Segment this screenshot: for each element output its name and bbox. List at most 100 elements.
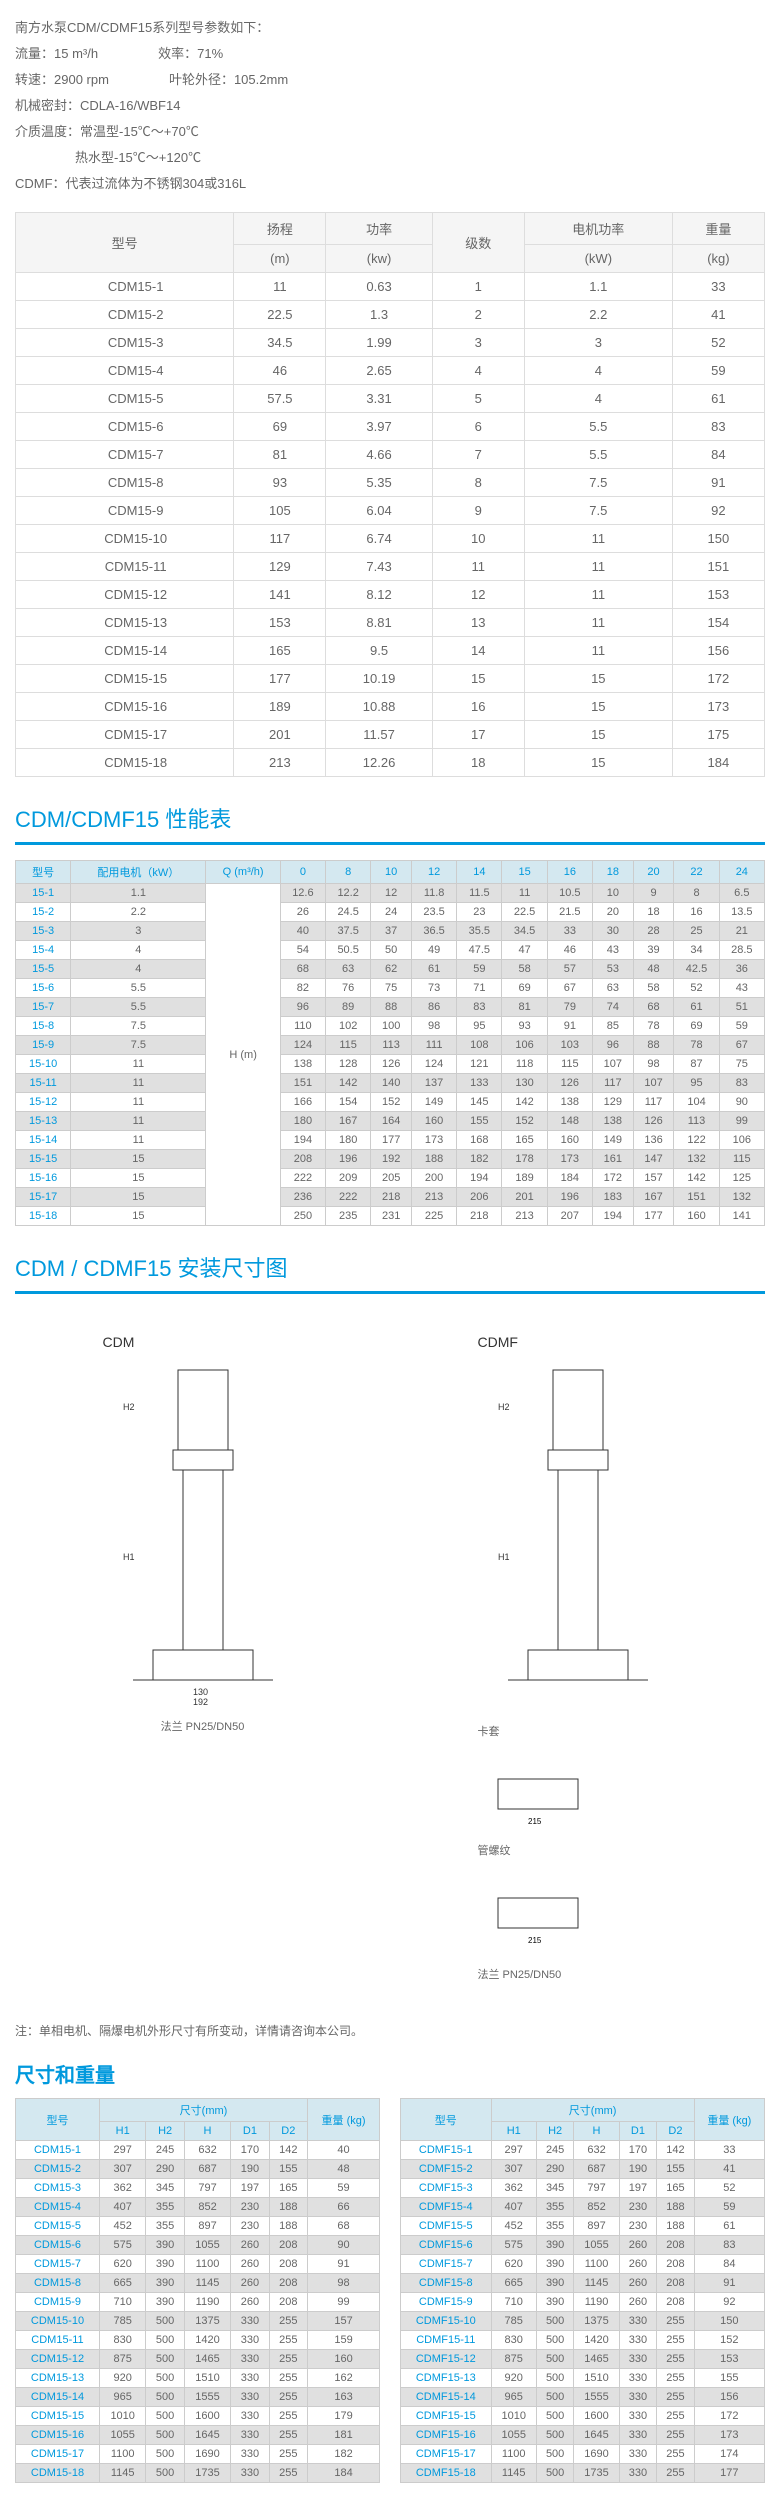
table-row: CDM15-1811455001735330255184 (16, 2464, 380, 2483)
spec-temp-hot: 热水型-15℃～+120℃ (15, 145, 765, 171)
table-row: 15-1615222209205200194189184172157142125 (16, 1169, 765, 1188)
cdm-diagram: CDM H1 H2 130 192 法兰 PN25/DN50 (103, 1334, 303, 1734)
table-row: CDM15-131538.811311154 (16, 609, 765, 637)
table-row: CDMF15-149655001555330255156 (401, 2388, 765, 2407)
table-row: CDM15-7814.6675.584 (16, 441, 765, 469)
table-row: CDM15-91056.0497.592 (16, 497, 765, 525)
table-row: CDM15-1720111.571715175 (16, 721, 765, 749)
svg-text:H1: H1 (498, 1552, 510, 1562)
table-row: 15-11111511421401371331301261171079583 (16, 1074, 765, 1093)
table-row: 15-65.58276757371696763585243 (16, 979, 765, 998)
table-row: CDM15-557.53.315461 (16, 385, 765, 413)
table-row: CDM15-440735585223018866 (16, 2198, 380, 2217)
table-row: CDM15-121418.121211153 (16, 581, 765, 609)
dims-tables: 型号尺寸(mm)重量 (kg) H1H2HD1D2 CDM15-12972456… (15, 2098, 765, 2503)
table-row: CDMF15-9710390119026020892 (401, 2293, 765, 2312)
table-row: CDM15-118305001420330255159 (16, 2331, 380, 2350)
table-row: CDM15-8935.3587.591 (16, 469, 765, 497)
table-row: CDM15-1510105001600330255179 (16, 2407, 380, 2426)
svg-text:H1: H1 (123, 1552, 135, 1562)
diagram-section: CDM H1 H2 130 192 法兰 PN25/DN50 CDMF H1 H… (15, 1314, 765, 2002)
spec-temp: 介质温度：常温型-15℃～+70℃ (15, 119, 765, 145)
table-row: CDMF15-129724563217014233 (401, 2141, 765, 2160)
cdmf-pump-icon: H1 H2 (478, 1360, 678, 1710)
col-head: 扬程 (234, 213, 326, 245)
spec-flow: 流量：15 m³/h效率：71% (15, 41, 765, 67)
table-row: 15-1411194180177173168165160149136122106 (16, 1131, 765, 1150)
performance-table: 型号 配用电机（kW） Q (m³/h) 0810121415161820222… (15, 860, 765, 1226)
table-row: 15-22.22624.52423.52322.521.520181613.5 (16, 903, 765, 922)
svg-text:H2: H2 (498, 1402, 510, 1412)
diagram-note: 注：单相电机、隔爆电机外形尺寸有所变动，详情请咨询本公司。 (15, 2022, 765, 2039)
table-row: 15-334037.53736.535.534.53330282521 (16, 922, 765, 941)
table-row: CDM15-6693.9765.583 (16, 413, 765, 441)
dims-table-cdmf: 型号尺寸(mm)重量 (kg) H1H2HD1D2 CDMF15-1297245… (400, 2098, 765, 2483)
table-row: CDM15-4462.654459 (16, 357, 765, 385)
table-row: 15-1715236222218213206201196183167151132 (16, 1188, 765, 1207)
table-row: CDM15-1618910.881615173 (16, 693, 765, 721)
col-stages: 级数 (432, 213, 524, 273)
table-row: CDM15-107855001375330255157 (16, 2312, 380, 2331)
perf-title: CDM/CDMF15 性能表 (15, 802, 765, 845)
table-row: 15-131118016716416015515214813812611399 (16, 1112, 765, 1131)
table-row: CDMF15-336234579719716552 (401, 2179, 765, 2198)
table-row: CDMF15-128755001465330255153 (401, 2350, 765, 2369)
table-row: CDM15-222.51.322.241 (16, 301, 765, 329)
table-row: 15-121116615415214914514213812911710490 (16, 1093, 765, 1112)
main-params-table: 型号 扬程 功率 级数 电机功率 重量 (m) (kw) (kW) (kg) C… (15, 212, 765, 777)
table-row: CDMF15-139205001510330255155 (401, 2369, 765, 2388)
table-row: 15-5468636261595857534842.536 (16, 960, 765, 979)
specs-block: 南方水泵CDM/CDMF15系列型号参数如下： 流量：15 m³/h效率：71%… (15, 15, 765, 197)
table-row: CDM15-101176.741011150 (16, 525, 765, 553)
table-row: CDMF15-6575390105526020883 (401, 2236, 765, 2255)
col-weight: 重量 (672, 213, 764, 245)
table-row: CDM15-1821312.261815184 (16, 749, 765, 777)
table-row: CDM15-1610555001645330255181 (16, 2426, 380, 2445)
table-row: CDM15-128755001465330255160 (16, 2350, 380, 2369)
table-row: 15-75.59689888683817974686151 (16, 998, 765, 1017)
table-row: CDM15-129724563217014240 (16, 2141, 380, 2160)
table-row: 15-1011138128126124121118115107988775 (16, 1055, 765, 1074)
table-row: CDM15-1517710.191515172 (16, 665, 765, 693)
svg-text:H2: H2 (123, 1402, 135, 1412)
table-row: 15-445450.5504947.5474643393428.5 (16, 941, 765, 960)
install-title: CDM / CDMF15 安装尺寸图 (15, 1251, 765, 1294)
dims-table-cdm: 型号尺寸(mm)重量 (kg) H1H2HD1D2 CDM15-12972456… (15, 2098, 380, 2483)
col-motor: 电机功率 (524, 213, 672, 245)
table-row: CDM15-334.51.993352 (16, 329, 765, 357)
table-row: 15-1515208196192188182178173161147132115 (16, 1150, 765, 1169)
spec-seal: 机械密封：CDLA-16/WBF14 (15, 93, 765, 119)
table-row: CDMF15-1510105001600330255172 (401, 2407, 765, 2426)
table-row: CDM15-545235589723018868 (16, 2217, 380, 2236)
table-row: CDM15-8665390114526020898 (16, 2274, 380, 2293)
table-row: CDM15-336234579719716559 (16, 2179, 380, 2198)
table-row: CDMF15-1811455001735330255177 (401, 2464, 765, 2483)
spec-speed: 转速：2900 rpm叶轮外径：105.2mm (15, 67, 765, 93)
table-row: 15-11.1H (m)12.612.21211.811.51110.51098… (16, 884, 765, 903)
cdm-pump-icon: H1 H2 130 192 (103, 1360, 303, 1710)
table-row: 15-87.51101021009895939185786959 (16, 1017, 765, 1036)
table-row: CDMF15-545235589723018861 (401, 2217, 765, 2236)
spec-cdmf: CDMF：代表过流体为不锈钢304或316L (15, 171, 765, 197)
table-row: CDMF15-118305001420330255152 (401, 2331, 765, 2350)
table-row: CDMF15-230729068719015541 (401, 2160, 765, 2179)
svg-text:130: 130 (193, 1687, 208, 1697)
cdmf-diagram: CDMF H1 H2 卡套215 管螺纹215 法兰 PN25/DN50 (478, 1334, 678, 1982)
table-row: CDM15-111297.431111151 (16, 553, 765, 581)
table-row: CDMF15-1711005001690330255174 (401, 2445, 765, 2464)
svg-text:215: 215 (528, 1936, 542, 1945)
col-power: 功率 (326, 213, 432, 245)
table-row: CDMF15-440735585223018859 (401, 2198, 765, 2217)
table-row: CDM15-1711005001690330255182 (16, 2445, 380, 2464)
table-row: CDM15-1110.6311.133 (16, 273, 765, 301)
svg-text:192: 192 (193, 1697, 208, 1707)
table-row: CDMF15-7620390110026020884 (401, 2255, 765, 2274)
table-row: CDMF15-1610555001645330255173 (401, 2426, 765, 2445)
table-row: CDM15-9710390119026020899 (16, 2293, 380, 2312)
table-row: CDM15-149655001555330255163 (16, 2388, 380, 2407)
table-row: CDM15-139205001510330255162 (16, 2369, 380, 2388)
dims-title: 尺寸和重量 (15, 2059, 765, 2088)
table-row: CDM15-230729068719015548 (16, 2160, 380, 2179)
spec-title: 南方水泵CDM/CDMF15系列型号参数如下： (15, 15, 765, 41)
col-model: 型号 (16, 213, 234, 273)
